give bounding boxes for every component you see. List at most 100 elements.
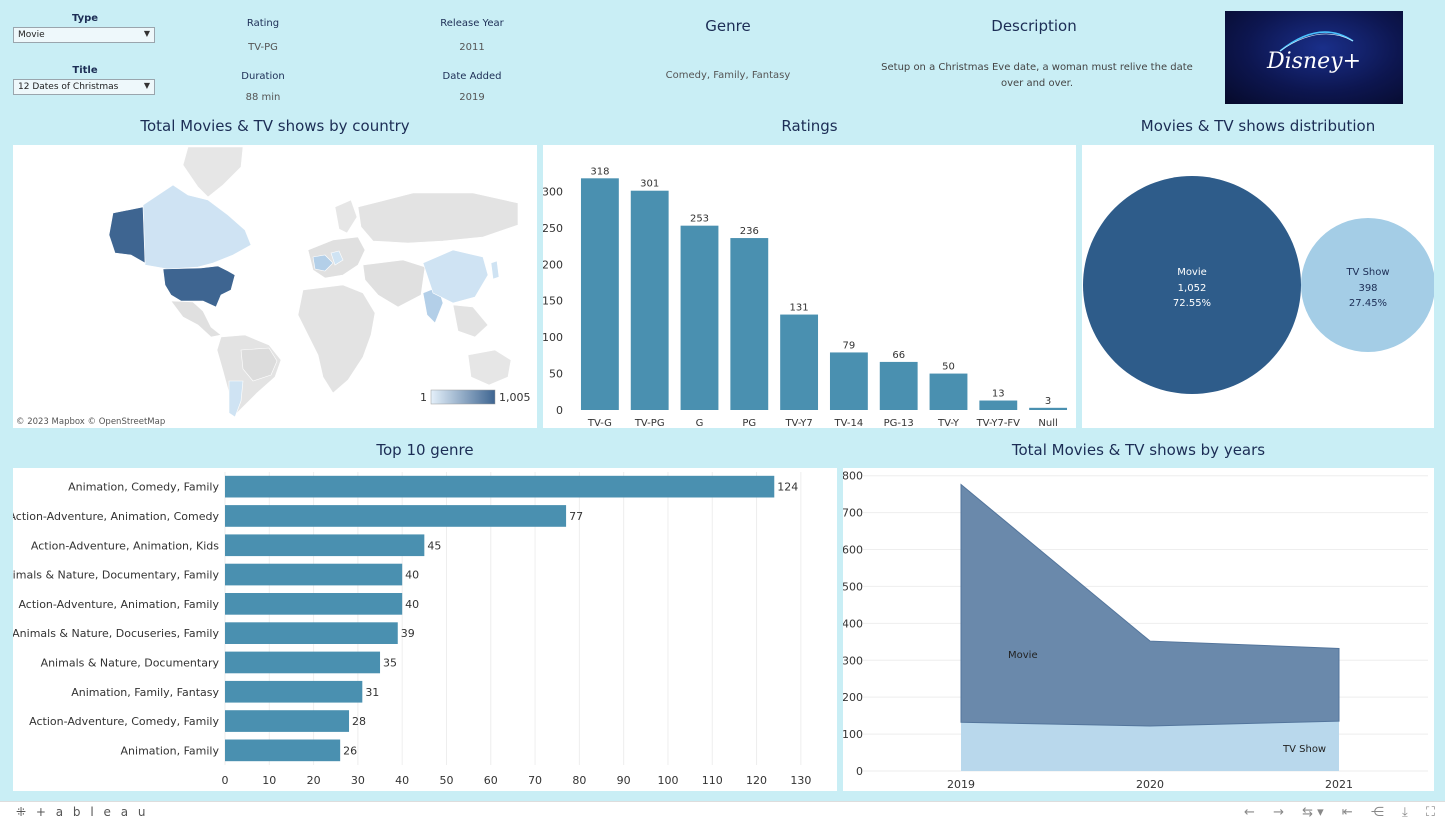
years-series-label: Movie (1008, 650, 1038, 661)
share-icon[interactable]: ⋲ (1370, 805, 1384, 820)
genre-category-label: Action-Adventure, Animation, Family (18, 598, 219, 611)
ratings-bar (979, 400, 1018, 410)
undo-icon[interactable]: ← (1244, 805, 1255, 820)
ratings-bar (630, 190, 669, 410)
disney-plus-logo: Disney+ (1225, 11, 1403, 104)
ratings-y-tick: 50 (549, 368, 563, 381)
tableau-logo-icon: ⁜ (16, 805, 30, 819)
ratings-y-tick: 100 (543, 331, 563, 344)
ratings-y-tick: 150 (543, 295, 563, 308)
ratings-x-tick: PG-13 (884, 418, 914, 428)
title-select-value: 12 Dates of Christmas (18, 82, 119, 92)
genre-category-label: Animation, Family, Fantasy (71, 686, 219, 699)
distribution-panel[interactable]: Movie 1,052 72.55% TV Show 398 27.45% (1082, 145, 1435, 428)
tableau-brand-text: + a b l e a u (35, 805, 149, 819)
type-select-value: Movie (18, 30, 45, 40)
distribution-percent: 27.45% (1349, 298, 1387, 309)
ratings-bar-label: 3 (1045, 396, 1051, 407)
distribution-chart[interactable]: Movie 1,052 72.55% TV Show 398 27.45% (1082, 145, 1435, 428)
duration-label: Duration (241, 71, 285, 82)
genre-category-label: Action-Adventure, Comedy, Family (29, 715, 219, 728)
title-select[interactable]: 12 Dates of Christmas ▼ (13, 79, 155, 95)
title-label: Title (72, 65, 98, 76)
years-chart[interactable]: 0 100 200 300 400 500 600 700 800 Movie TV Show 201… (842, 468, 1434, 791)
genre-bar-label: 40 (405, 569, 419, 582)
duration-value: 88 min (245, 92, 281, 103)
reset-icon[interactable]: ⇤ (1341, 805, 1353, 820)
ratings-x-tick: TV-PG (634, 418, 665, 428)
genre-x-tick: 80 (572, 774, 586, 787)
genre-x-tick: 90 (617, 774, 631, 787)
description-value: Setup on a Christmas Eve date, a woman m… (881, 62, 1193, 89)
chevron-down-icon: ▼ (143, 81, 150, 90)
ratings-y-tick: 200 (543, 258, 563, 271)
ratings-x-tick: TV-Y7-FV (976, 418, 1021, 428)
years-series-label: TV Show (1282, 744, 1326, 755)
years-y-tick: 200 (843, 691, 863, 704)
description-label: Description (991, 17, 1077, 35)
map-attribution: © 2023 Mapbox © OpenStreetMap (16, 417, 165, 427)
ratings-bar-label: 66 (892, 350, 905, 361)
ratings-bar-label: 253 (690, 214, 709, 225)
top-genre-panel[interactable]: 0 10 20 30 40 50 60 70 80 90 100 110 120 130 Animation… (0, 468, 837, 791)
ratings-x-tick: TV-14 (834, 418, 864, 428)
top-genre-chart[interactable]: 0 10 20 30 40 50 60 70 80 90 100 110 120 130 Animation… (0, 468, 837, 791)
genre-category-label: Animals & Nature, Docuseries, Family (13, 627, 219, 640)
ratings-chart[interactable]: 0 50 100 150 200 250 300 318 TV-G 301 TV-PG 253 G 236… (542, 145, 1076, 429)
years-x-tick: 2021 (1325, 778, 1353, 791)
type-select[interactable]: Movie ▼ (13, 27, 155, 43)
ratings-x-tick: G (696, 418, 704, 428)
genre-bar (225, 710, 350, 732)
years-y-tick: 800 (843, 470, 863, 483)
genre-bar-label: 35 (383, 656, 397, 669)
ratings-bar (929, 373, 968, 410)
genre-bar (225, 563, 403, 586)
genre-bar-label: 45 (427, 539, 441, 552)
genre-category-label: Animation, Comedy, Family (68, 481, 219, 494)
ratings-panel[interactable]: 0 50 100 150 200 250 300 318 TV-G 301 TV-PG 253 G 236… (542, 145, 1076, 429)
tableau-toolbar: ⁜ + a b l e a u ← → ⇆ ▾ ⇤ ⋲ ⤓ ⛶ (0, 801, 1445, 825)
world-map[interactable]: 1 1,005 © 2023 Mapbox © OpenStreetMap (13, 145, 537, 428)
genre-bar (225, 680, 363, 703)
ratings-bar-label: 301 (640, 179, 659, 190)
redo-icon[interactable]: → (1273, 805, 1284, 820)
revert-icon[interactable]: ⇆ ▾ (1302, 805, 1324, 820)
tableau-brand[interactable]: ⁜ + a b l e a u (16, 805, 148, 819)
genre-bar-label: 31 (365, 686, 379, 699)
genre-bar-label: 28 (352, 715, 366, 728)
genre-category-label: Action-Adventure, Animation, Kids (31, 539, 219, 552)
logo-text: Disney+ (1266, 49, 1361, 74)
genre-bar (225, 505, 567, 527)
genre-bar (225, 534, 425, 557)
rating-value: TV-PG (248, 42, 278, 53)
map-panel[interactable]: 1 1,005 © 2023 Mapbox © OpenStreetMap (13, 145, 537, 428)
years-area-movie (960, 483, 1340, 727)
genre-x-tick: 10 (262, 774, 276, 787)
distribution-title: Movies & TV shows distribution (1140, 117, 1376, 135)
distribution-value: 1,052 (1178, 283, 1207, 294)
genre-bar-label: 77 (569, 510, 583, 523)
genre-x-tick: 100 (657, 774, 678, 787)
years-title: Total Movies & TV shows by years (1011, 441, 1266, 459)
genre-x-tick: 30 (351, 774, 365, 787)
rating-label: Rating (246, 18, 280, 29)
years-y-tick: 700 (843, 507, 863, 520)
ratings-title: Ratings (781, 117, 838, 135)
ratings-bar (730, 238, 769, 410)
ratings-bar (1029, 407, 1068, 410)
download-icon[interactable]: ⤓ (1402, 805, 1408, 820)
genre-x-tick: 120 (746, 774, 767, 787)
ratings-x-tick: Null (1038, 418, 1057, 428)
fullscreen-icon[interactable]: ⛶ (1425, 805, 1435, 820)
years-y-tick: 500 (843, 580, 863, 593)
years-panel[interactable]: 0 100 200 300 400 500 600 700 800 Movie TV Show 201… (842, 468, 1434, 791)
ratings-y-tick: 300 (543, 185, 563, 198)
ratings-bar (780, 314, 819, 410)
genre-bar-label: 39 (401, 627, 415, 640)
years-x-tick: 2019 (947, 778, 975, 791)
ratings-x-tick: TV-G (587, 418, 612, 428)
release-year-label: Release Year (440, 18, 504, 29)
ratings-y-tick: 250 (543, 222, 563, 235)
ratings-bar (680, 225, 719, 410)
genre-category-label: Animals & Nature, Documentary, Family (13, 569, 219, 582)
